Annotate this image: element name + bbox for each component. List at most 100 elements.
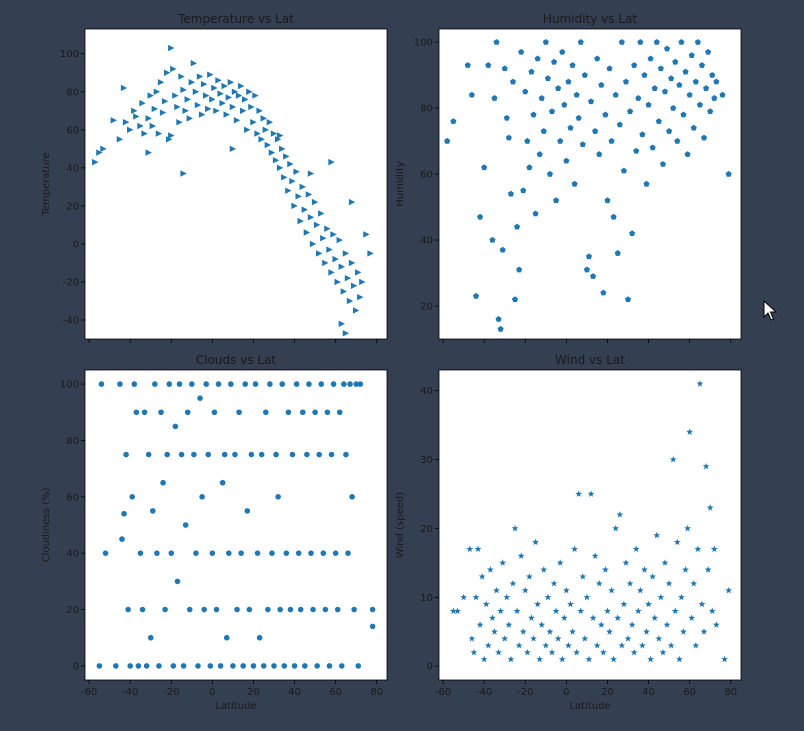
data-point <box>581 71 588 78</box>
data-point <box>700 134 708 141</box>
data-point <box>495 316 502 322</box>
data-point <box>444 137 451 144</box>
data-point <box>604 607 611 615</box>
data-point <box>712 621 720 628</box>
data-point <box>579 141 586 148</box>
data-point <box>345 550 351 556</box>
data-point <box>328 158 335 166</box>
data-point <box>266 118 274 126</box>
data-point <box>612 524 620 532</box>
data-point <box>311 198 319 206</box>
data-point <box>468 91 475 98</box>
data-point <box>577 607 585 615</box>
x-tick-label: -20 <box>163 687 179 698</box>
data-point <box>686 91 693 98</box>
x-tick-label: -40 <box>122 687 138 698</box>
data-point <box>197 395 203 401</box>
data-point <box>98 381 105 387</box>
data-point <box>616 511 624 518</box>
x-tick-label: 20 <box>601 687 614 698</box>
data-point <box>328 451 335 458</box>
data-point <box>295 550 302 556</box>
data-point <box>359 278 366 286</box>
data-point <box>123 451 129 458</box>
data-point <box>235 92 243 99</box>
data-point <box>141 409 148 416</box>
data-point <box>297 606 304 613</box>
data-point <box>320 235 327 242</box>
data-point <box>184 96 191 103</box>
data-point <box>203 381 210 387</box>
data-point <box>499 246 506 253</box>
plot-area <box>438 28 742 340</box>
data-point <box>524 137 531 144</box>
data-point <box>540 128 547 134</box>
data-point <box>515 641 523 649</box>
data-point <box>643 628 650 635</box>
data-point <box>217 663 224 669</box>
data-point <box>682 68 689 75</box>
data-point <box>207 663 214 669</box>
data-point <box>629 230 636 237</box>
data-point <box>180 663 187 669</box>
data-point <box>530 635 537 642</box>
data-point <box>330 231 337 238</box>
data-point <box>353 381 359 387</box>
data-point <box>632 545 640 553</box>
y-tick-label: 60 <box>66 125 79 136</box>
data-point <box>133 409 140 416</box>
data-point <box>184 409 191 416</box>
data-point <box>505 134 512 141</box>
data-point <box>275 494 281 500</box>
data-point <box>163 69 171 76</box>
data-point <box>347 381 353 387</box>
y-axis-label: Cloudiness (%) <box>41 488 52 563</box>
data-point <box>649 573 657 580</box>
data-point <box>318 381 325 387</box>
data-point <box>661 559 669 566</box>
data-point <box>143 663 150 669</box>
x-axis-label: Latitude <box>569 701 610 712</box>
data-point <box>548 648 556 656</box>
data-point <box>352 307 360 314</box>
data-point <box>713 78 720 85</box>
data-point <box>156 663 162 669</box>
data-point <box>628 621 636 628</box>
data-point <box>350 282 358 289</box>
data-point <box>276 164 284 172</box>
data-point <box>519 628 527 635</box>
data-point <box>491 95 498 101</box>
data-point <box>100 145 107 153</box>
data-point <box>532 538 539 546</box>
data-point <box>518 48 525 55</box>
data-point <box>346 297 354 305</box>
y-tick-label: 30 <box>420 455 433 466</box>
data-point <box>195 663 201 669</box>
data-point <box>265 606 271 613</box>
data-point <box>594 55 601 62</box>
data-point <box>587 98 595 105</box>
data-point <box>125 606 131 613</box>
data-point <box>176 118 183 126</box>
y-axis-label: Wind (speed) <box>395 492 406 558</box>
data-point <box>213 606 220 613</box>
data-point <box>238 550 244 556</box>
data-point <box>532 210 539 217</box>
data-point <box>468 635 476 642</box>
data-point <box>668 75 675 82</box>
data-point <box>295 193 302 200</box>
data-point <box>207 71 214 78</box>
data-point <box>542 38 549 45</box>
data-point <box>647 655 655 663</box>
data-point <box>556 559 564 566</box>
data-point <box>653 531 661 539</box>
data-point <box>277 606 283 613</box>
data-point <box>340 288 348 295</box>
data-point <box>180 170 187 177</box>
data-point <box>495 648 502 656</box>
data-point <box>466 545 474 553</box>
data-point <box>620 600 628 608</box>
data-point <box>205 451 212 458</box>
data-point <box>470 648 478 656</box>
